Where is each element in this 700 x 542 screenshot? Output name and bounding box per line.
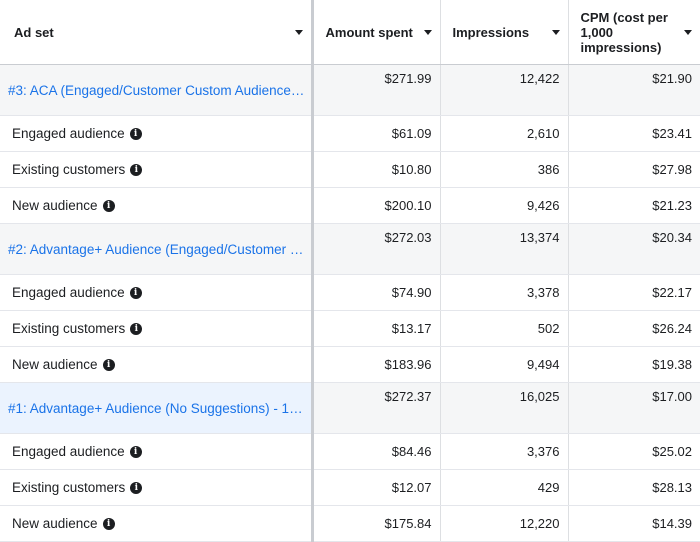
amount-spent-cell: $272.37 [312,382,441,434]
breakdown-label: Engaged audience [12,285,125,300]
impressions-cell: 12,220 [440,505,569,542]
breakdown-name-cell: New audience i [0,505,314,542]
breakdown-name-cell: Engaged audience i [0,433,314,470]
breakdown-name-cell: New audience i [0,346,314,383]
impressions-cell: 429 [440,469,569,506]
column-header-label: Ad set [14,24,54,40]
info-icon[interactable]: i [130,322,143,335]
column-header-amount-spent[interactable]: Amount spent [312,0,441,65]
breakdown-row: Existing customers i $10.80 386 $27.98 [0,151,700,188]
impressions-cell: 12,422 [440,64,569,116]
cpm-cell: $28.13 [568,469,700,506]
breakdown-label: New audience [12,198,98,213]
breakdown-name-cell: Engaged audience i [0,115,314,152]
column-header-label: Amount spent [325,24,413,40]
breakdown-label: Existing customers [12,480,126,495]
amount-spent-cell: $271.99 [312,64,441,116]
impressions-cell: 2,610 [440,115,569,152]
cpm-cell: $22.17 [568,274,700,311]
cpm-cell: $19.38 [568,346,700,383]
impressions-cell: 9,426 [440,187,569,224]
ad-set-name-link[interactable]: #2: Advantage+ Audience (Engaged/Custome… [8,241,311,257]
amount-spent-cell: $13.17 [312,310,441,347]
ad-set-name-link[interactable]: #1: Advantage+ Audience (No Suggestions)… [8,400,311,416]
info-icon[interactable]: i [129,127,142,140]
info-icon[interactable]: i [129,445,142,458]
impressions-cell: 3,376 [440,433,569,470]
sort-caret-icon[interactable] [684,29,692,35]
info-icon[interactable]: i [130,481,143,494]
breakdown-row: New audience i $175.84 12,220 $14.39 [0,505,700,542]
breakdown-name-cell: Existing customers i [0,469,314,506]
ad-set-name-cell[interactable]: #1: Advantage+ Audience (No Suggestions)… [0,382,314,434]
ad-set-row[interactable]: #2: Advantage+ Audience (Engaged/Custome… [0,223,700,275]
cpm-cell: $27.98 [568,151,700,188]
info-icon[interactable]: i [130,163,143,176]
ad-set-name-cell[interactable]: #2: Advantage+ Audience (Engaged/Custome… [0,223,314,275]
cpm-cell: $26.24 [568,310,700,347]
impressions-cell: 16,025 [440,382,569,434]
breakdown-row: Engaged audience i $61.09 2,610 $23.41 [0,115,700,152]
cpm-cell: $21.23 [568,187,700,224]
breakdown-name-cell: Existing customers i [0,310,314,347]
amount-spent-cell: $10.80 [312,151,441,188]
info-icon[interactable]: i [102,358,115,371]
sort-caret-icon[interactable] [551,29,560,35]
amount-spent-cell: $183.96 [312,346,441,383]
cpm-cell: $21.90 [568,64,700,116]
header-row: Ad set Amount spent Impressions CPM (cos… [0,0,700,65]
impressions-cell: 502 [440,310,569,347]
cpm-cell: $25.02 [568,433,700,470]
amount-spent-cell: $84.46 [312,433,441,470]
impressions-cell: 386 [440,151,569,188]
breakdown-label: Existing customers [12,321,126,336]
amount-spent-cell: $61.09 [312,115,441,152]
column-header-impressions[interactable]: Impressions [440,0,569,65]
column-header-cpm[interactable]: CPM (cost per 1,000 impressions) [568,0,700,65]
breakdown-row: Engaged audience i $84.46 3,376 $25.02 [0,433,700,470]
breakdown-label: New audience [12,357,98,372]
ad-set-row[interactable]: #1: Advantage+ Audience (No Suggestions)… [0,382,700,434]
info-icon[interactable]: i [102,199,115,212]
amount-spent-cell: $272.03 [312,223,441,275]
cpm-cell: $17.00 [568,382,700,434]
amount-spent-cell: $74.90 [312,274,441,311]
column-header-label: CPM (cost per 1,000 impressions) [580,9,668,55]
breakdown-row: New audience i $200.10 9,426 $21.23 [0,187,700,224]
cpm-cell: $20.34 [568,223,700,275]
ad-set-row[interactable]: #3: ACA (Engaged/Customer Custom Audienc… [0,64,700,116]
breakdown-row: Existing customers i $13.17 502 $26.24 [0,310,700,347]
breakdown-label: Engaged audience [12,444,125,459]
amount-spent-cell: $12.07 [312,469,441,506]
info-icon[interactable]: i [129,286,142,299]
amount-spent-cell: $200.10 [312,187,441,224]
amount-spent-cell: $175.84 [312,505,441,542]
column-header-ad-set[interactable]: Ad set [0,0,314,65]
column-header-label: Impressions [452,24,530,40]
ad-set-name-link[interactable]: #3: ACA (Engaged/Customer Custom Audienc… [8,82,311,98]
impressions-cell: 13,374 [440,223,569,275]
breakdown-name-cell: Engaged audience i [0,274,314,311]
impressions-cell: 9,494 [440,346,569,383]
breakdown-label: Existing customers [12,162,126,177]
breakdown-row: Existing customers i $12.07 429 $28.13 [0,469,700,506]
breakdown-name-cell: Existing customers i [0,151,314,188]
info-icon[interactable]: i [102,517,115,530]
cpm-cell: $14.39 [568,505,700,542]
sort-caret-icon[interactable] [294,29,303,35]
cpm-cell: $23.41 [568,115,700,152]
impressions-cell: 3,378 [440,274,569,311]
breakdown-name-cell: New audience i [0,187,314,224]
breakdown-label: New audience [12,516,98,531]
sort-caret-icon[interactable] [423,29,432,35]
breakdown-row: New audience i $183.96 9,494 $19.38 [0,346,700,383]
ad-set-name-cell[interactable]: #3: ACA (Engaged/Customer Custom Audienc… [0,64,314,116]
breakdown-label: Engaged audience [12,126,125,141]
breakdown-row: Engaged audience i $74.90 3,378 $22.17 [0,274,700,311]
